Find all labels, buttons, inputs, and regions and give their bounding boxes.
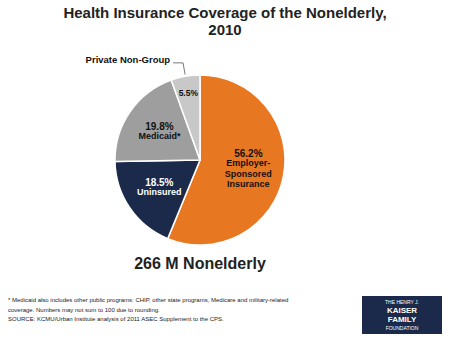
footnote: * Medicaid also includes other public pr…	[8, 297, 288, 303]
category-label: Medicaid*	[138, 131, 181, 141]
slice-labels: 56.2%Employer-SponsoredInsurance18.5%Uni…	[86, 54, 272, 197]
logo-text: FAMILY	[388, 315, 417, 324]
logo: THE HENRY J.KAISERFAMILYFOUNDATION	[362, 296, 442, 334]
pie-slice	[115, 160, 200, 239]
chart: Health Insurance Coverage of the Nonelde…	[0, 0, 450, 338]
pie-slice	[171, 75, 200, 160]
footnote: SOURCE: KCMU/Urban Institute analysis of…	[8, 316, 224, 322]
pie	[115, 75, 285, 245]
logo-background	[362, 296, 442, 334]
category-label: Uninsured	[137, 187, 182, 197]
category-label: Private Non-Group	[86, 54, 171, 65]
logo-text: FOUNDATION	[386, 325, 419, 331]
data-label: 5.5%	[179, 88, 199, 98]
subtitle: 266 M Nonelderly	[134, 255, 266, 272]
footnote: coverage. Numbers may not sum to 100 due…	[8, 307, 160, 313]
logo-text: KAISER	[387, 306, 417, 315]
title: Health Insurance Coverage of the Nonelde…	[63, 4, 386, 38]
logo-text: THE HENRY J.	[385, 299, 419, 305]
category-label: Employer-SponsoredInsurance	[225, 158, 272, 189]
leader-line	[173, 63, 185, 75]
